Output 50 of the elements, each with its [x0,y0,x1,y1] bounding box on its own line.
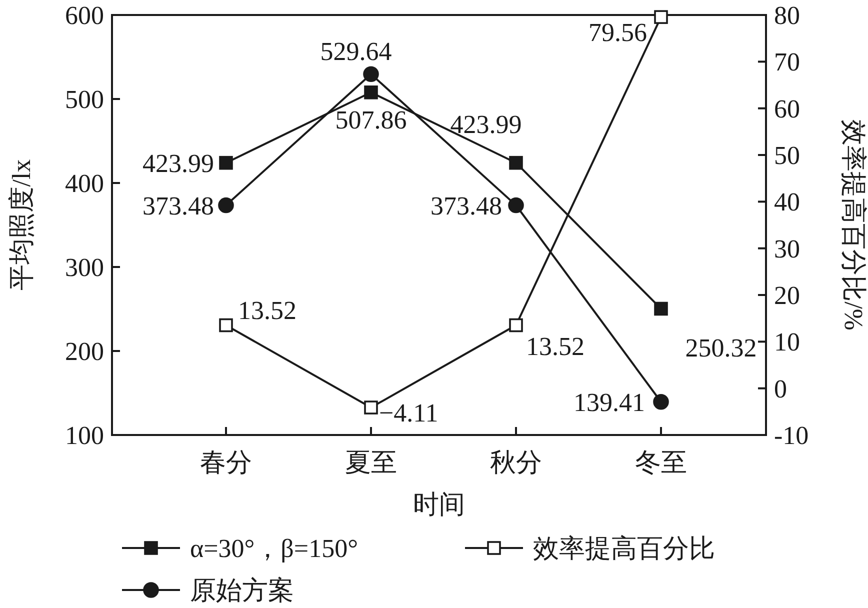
y2-tick-label: 0 [774,374,787,404]
x-tick-label: 秋分 [490,448,542,477]
y-axis-title: 平均照度/lx [7,159,36,291]
x-tick-label: 春分 [200,448,252,477]
data-label: 373.48 [142,191,214,220]
y2-tick-label: 30 [774,234,800,264]
point [509,318,523,332]
y2-tick-label: 70 [774,48,800,77]
y2-axis-title: 效率提高百分比/% [839,120,868,330]
data-label: 373.48 [430,191,502,220]
point [509,156,523,170]
point [218,197,234,214]
y2-tick-label: 10 [774,328,800,357]
y2-tick-label: -10 [774,421,809,450]
legend-label: α=30°，β=150° [190,534,358,563]
point [654,10,668,24]
point [653,394,669,410]
point [508,197,524,214]
legend-label: 效率提高百分比 [533,534,715,563]
y-tick-label: 200 [65,337,104,366]
y2-tick-label: 20 [774,281,800,310]
x-axis-title: 时间 [413,490,465,519]
point [363,66,379,82]
y2-tick-label: 40 [774,188,800,217]
data-label: 423.99 [142,148,214,178]
data-label: 250.32 [685,334,757,363]
data-label: 139.41 [574,388,645,417]
y2-tick-label: 80 [774,1,800,30]
data-label: 423.99 [450,110,522,139]
y-tick-label: 500 [65,85,104,114]
data-label: 13.52 [526,332,584,362]
y-tick-label: 100 [65,421,104,450]
data-label: 529.64 [320,37,392,66]
point [219,156,233,170]
data-label: 79.56 [588,18,647,48]
point [364,400,378,414]
data-label: 507.86 [335,105,407,134]
x-tick-label: 冬至 [635,448,687,477]
y-tick-label: 400 [65,169,104,198]
y2-tick-label: 50 [774,141,800,170]
y-tick-label: 300 [65,253,104,282]
data-label: 13.52 [238,296,296,326]
point [364,86,378,100]
point [654,302,668,316]
legend-label: 原始方案 [190,576,294,605]
y2-tick-label: 60 [774,94,800,124]
x-tick-label: 夏至 [345,448,397,477]
data-label: −4.11 [379,398,438,428]
point [219,318,233,332]
y-tick-label: 600 [65,1,104,30]
